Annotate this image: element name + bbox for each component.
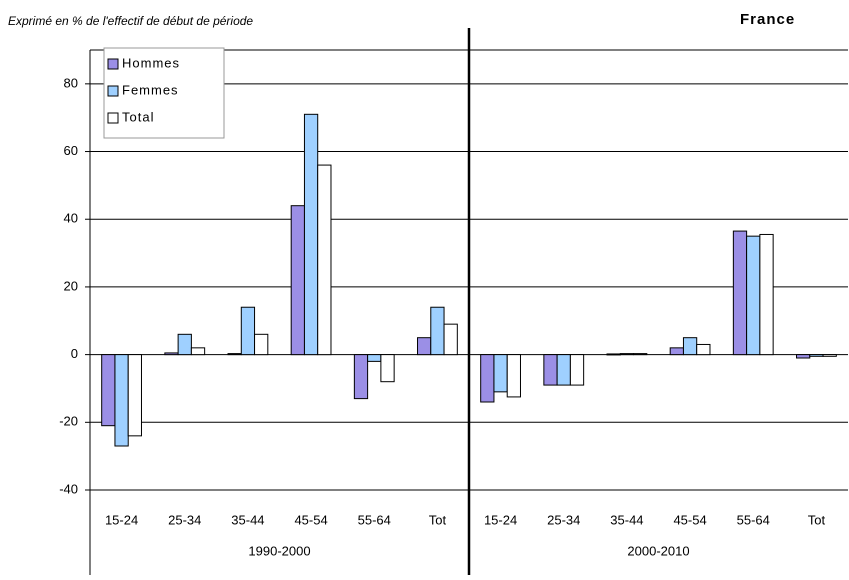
x-tick-label: 45-54 xyxy=(673,512,706,527)
bar xyxy=(417,337,432,356)
bar xyxy=(732,230,748,356)
group-label: 2000-2010 xyxy=(627,543,689,558)
bar xyxy=(443,323,458,356)
x-tick-label: 25-34 xyxy=(168,512,201,527)
bar xyxy=(569,354,585,386)
bar xyxy=(480,354,495,403)
legend-swatch xyxy=(107,85,119,97)
x-tick-label: Tot xyxy=(808,512,826,527)
x-tick-label: 55-64 xyxy=(737,512,770,527)
bar xyxy=(240,306,256,356)
bar xyxy=(682,337,698,356)
y-tick-label: -40 xyxy=(59,481,78,496)
legend-swatch xyxy=(107,58,119,70)
bar xyxy=(430,306,445,356)
chart-title: Exprimé en % de l'effectif de début de p… xyxy=(8,14,253,28)
chart-subtitle: France xyxy=(740,11,795,28)
bar xyxy=(746,235,761,356)
bar xyxy=(254,333,269,356)
x-tick-label: 55-64 xyxy=(358,512,391,527)
bar xyxy=(556,354,571,386)
y-tick-label: -20 xyxy=(59,414,78,429)
bar xyxy=(633,353,648,356)
bar xyxy=(669,347,684,356)
bar xyxy=(696,343,711,356)
y-tick-label: 0 xyxy=(71,346,78,361)
x-tick-label: 25-34 xyxy=(547,512,580,527)
bar xyxy=(177,333,192,356)
bar xyxy=(796,354,811,359)
bar xyxy=(164,352,179,356)
bar xyxy=(822,354,837,357)
bar xyxy=(101,354,116,427)
bar xyxy=(606,353,621,356)
x-tick-label: 15-24 xyxy=(105,512,138,527)
bar xyxy=(114,354,129,447)
bar xyxy=(227,353,242,356)
bar xyxy=(353,354,369,400)
bar xyxy=(619,353,635,356)
bar xyxy=(367,354,382,362)
x-tick-label: Tot xyxy=(429,512,447,527)
bar xyxy=(543,354,558,386)
bar xyxy=(809,354,824,357)
legend-box xyxy=(103,47,225,139)
y-tick-label: 40 xyxy=(64,211,78,226)
bar xyxy=(190,347,206,356)
legend-label: Femmes xyxy=(122,82,179,97)
x-tick-label: 15-24 xyxy=(484,512,517,527)
x-tick-label: 35-44 xyxy=(231,512,264,527)
y-tick-label: 80 xyxy=(64,75,78,90)
y-tick-label: 20 xyxy=(64,278,78,293)
bar xyxy=(317,164,332,356)
bar xyxy=(759,233,774,356)
bar xyxy=(127,354,142,437)
legend-swatch xyxy=(107,112,119,124)
bar xyxy=(493,354,508,393)
bar xyxy=(303,113,319,356)
bar xyxy=(290,205,305,356)
y-tick-label: 60 xyxy=(64,143,78,158)
bar xyxy=(380,354,395,383)
legend-label: Hommes xyxy=(122,55,180,70)
bar xyxy=(506,354,521,398)
x-tick-label: 35-44 xyxy=(610,512,643,527)
x-tick-label: 45-54 xyxy=(294,512,327,527)
group-label: 1990-2000 xyxy=(248,543,310,558)
legend-label: Total xyxy=(122,109,154,124)
